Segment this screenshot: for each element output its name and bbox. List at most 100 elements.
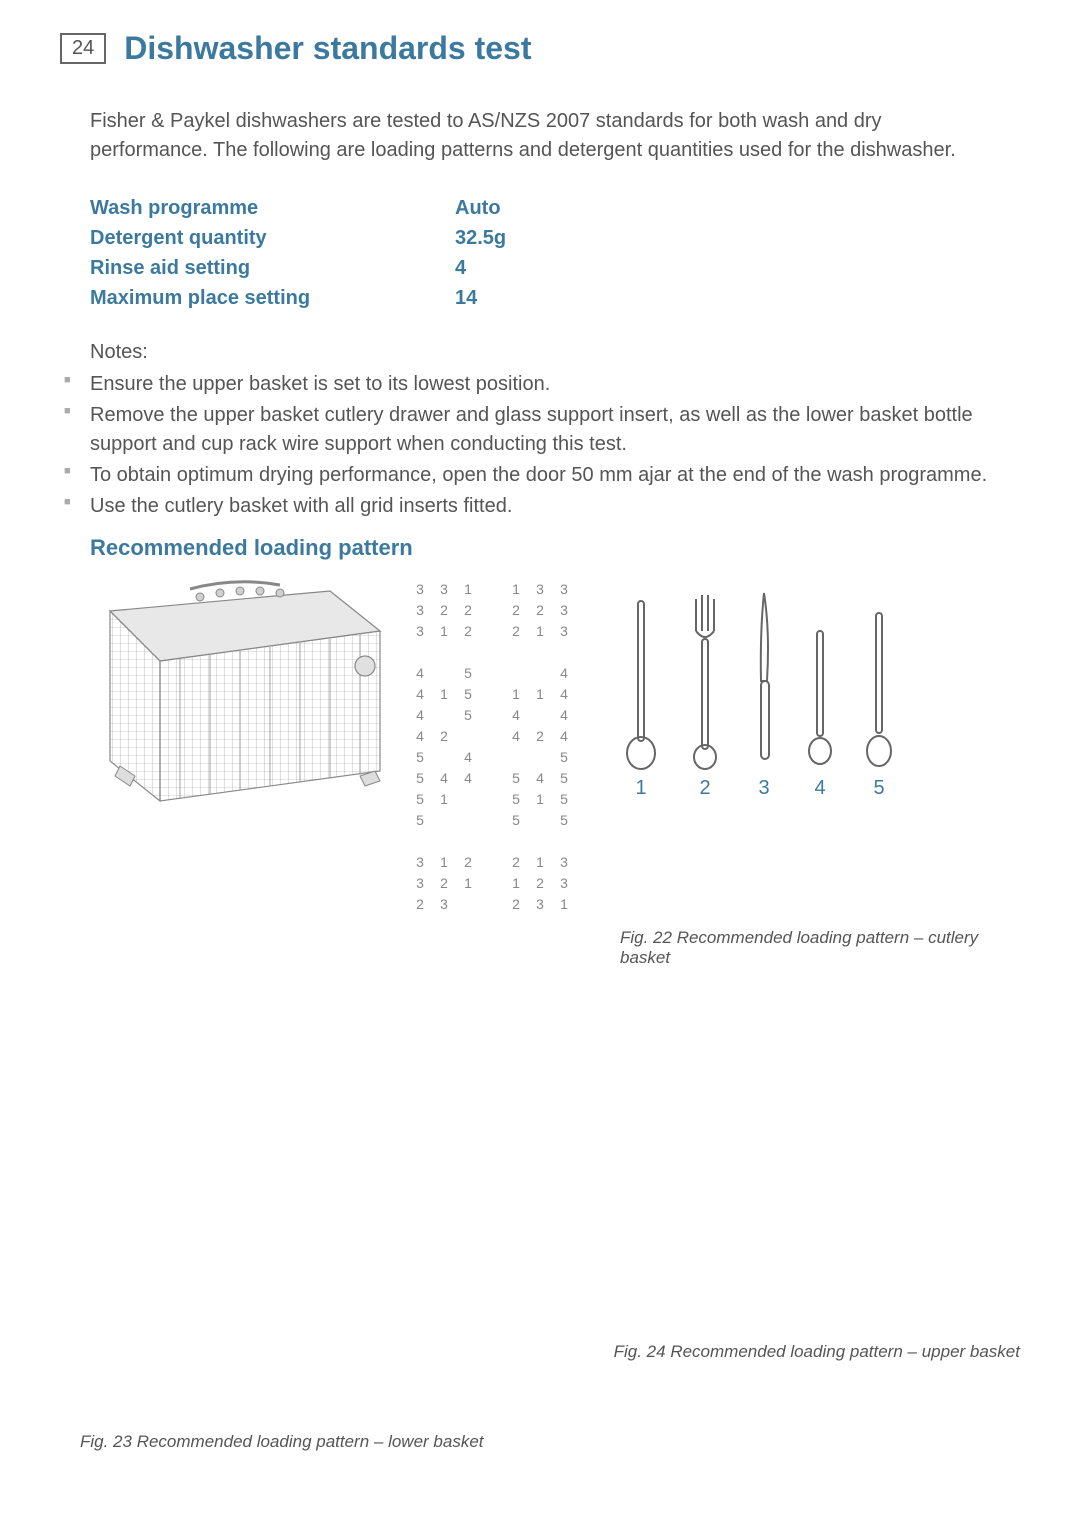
grid-cell: 4 — [512, 707, 520, 723]
grid-cell: 5 — [512, 812, 520, 828]
grid-cell: 3 — [416, 581, 424, 597]
grid-cell: 5 — [416, 749, 424, 765]
notes-list: Ensure the upper basket is set to its lo… — [60, 370, 1020, 521]
grid-cell: 3 — [560, 854, 568, 870]
cutlery-label: 3 — [758, 777, 769, 800]
setting-label: Wash programme — [90, 193, 455, 223]
grid-cell: 3 — [416, 623, 424, 639]
grid-cell: 2 — [512, 623, 520, 639]
setting-value: 4 — [455, 253, 466, 283]
grid-cell: 5 — [512, 770, 520, 786]
grid-cell: 1 — [440, 623, 448, 639]
loading-pattern-heading: Recommended loading pattern — [90, 535, 1020, 561]
grid-cell: 1 — [512, 686, 520, 702]
grid-cell: 1 — [464, 581, 472, 597]
grid-cell: 5 — [464, 707, 472, 723]
grid-cell: 5 — [560, 812, 568, 828]
note-item: To obtain optimum drying performance, op… — [60, 461, 1020, 490]
setting-value: 14 — [455, 283, 477, 313]
setting-label: Detergent quantity — [90, 223, 455, 253]
cutlery-teaspoon: 4 — [806, 621, 834, 800]
grid-cell: 5 — [416, 770, 424, 786]
fig22-caption: Fig. 22 Recommended loading pattern – cu… — [620, 928, 1020, 968]
cutlery-label: 4 — [814, 777, 825, 800]
cutlery-label: 1 — [635, 777, 646, 800]
grid-cell: 4 — [416, 707, 424, 723]
grid-cell: 2 — [512, 854, 520, 870]
cutlery-basket-illustration — [80, 571, 390, 821]
setting-value: 32.5g — [455, 223, 506, 253]
grid-cell: 1 — [536, 854, 544, 870]
grid-cell: 1 — [440, 686, 448, 702]
grid-cell: 3 — [560, 623, 568, 639]
intro-paragraph: Fisher & Paykel dishwashers are tested t… — [90, 107, 990, 165]
grid-cell: 2 — [536, 602, 544, 618]
grid-cell: 3 — [416, 854, 424, 870]
grid-cell: 3 — [536, 581, 544, 597]
grid-cell: 2 — [512, 896, 520, 912]
grid-cell: 4 — [560, 707, 568, 723]
fork-icon — [688, 581, 722, 771]
setting-row: Rinse aid setting 4 — [90, 253, 1020, 283]
grid-cell: 2 — [416, 896, 424, 912]
note-item: Remove the upper basket cutlery drawer a… — [60, 401, 1020, 459]
spoon-icon — [624, 581, 658, 771]
settings-table: Wash programme Auto Detergent quantity 3… — [90, 193, 1020, 313]
grid-cell: 4 — [464, 770, 472, 786]
page-header: 24 Dishwasher standards test — [60, 30, 1020, 67]
grid-cell: 3 — [560, 602, 568, 618]
notes-heading: Notes: — [90, 341, 1020, 364]
grid-cell: 4 — [416, 728, 424, 744]
cutlery-spoon: 1 — [624, 581, 658, 800]
setting-value: Auto — [455, 193, 501, 223]
cutlery-label: 5 — [873, 777, 884, 800]
grid-cell: 2 — [536, 875, 544, 891]
grid-cell: 4 — [416, 686, 424, 702]
grid-cell: 5 — [464, 665, 472, 681]
grid-cell: 3 — [416, 602, 424, 618]
grid-cell: 3 — [560, 581, 568, 597]
cutlery-label: 2 — [699, 777, 710, 800]
grid-cell: 4 — [464, 749, 472, 765]
grid-cell: 1 — [536, 791, 544, 807]
grid-cell: 5 — [560, 749, 568, 765]
grid-cell: 5 — [560, 770, 568, 786]
grid-cell: 2 — [440, 728, 448, 744]
grid-cell: 1 — [512, 581, 520, 597]
grid-cell: 4 — [512, 728, 520, 744]
setting-label: Maximum place setting — [90, 283, 455, 313]
note-item: Use the cutlery basket with all grid ins… — [60, 492, 1020, 521]
grid-cell: 3 — [440, 581, 448, 597]
grid-cell: 3 — [536, 896, 544, 912]
grid-cell: 1 — [536, 623, 544, 639]
grid-cell: 2 — [536, 728, 544, 744]
grid-cell: 5 — [464, 686, 472, 702]
cutlery-knife: 3 — [752, 581, 776, 800]
setting-row: Wash programme Auto — [90, 193, 1020, 223]
dessert-spoon-icon — [864, 601, 894, 771]
grid-cell: 2 — [464, 623, 472, 639]
grid-cell: 4 — [560, 728, 568, 744]
grid-cell: 1 — [536, 686, 544, 702]
grid-cell: 2 — [440, 602, 448, 618]
fig24-caption: Fig. 24 Recommended loading pattern – up… — [614, 1342, 1020, 1362]
grid-cell: 4 — [560, 686, 568, 702]
cutlery-legend: 1 2 3 — [624, 581, 894, 800]
teaspoon-icon — [806, 621, 834, 771]
grid-cell: 5 — [560, 791, 568, 807]
grid-cell: 4 — [536, 770, 544, 786]
grid-cell: 3 — [416, 875, 424, 891]
grid-cell: 5 — [512, 791, 520, 807]
grid-cell: 1 — [464, 875, 472, 891]
grid-cell: 5 — [416, 812, 424, 828]
grid-cell: 4 — [416, 665, 424, 681]
grid-cell: 1 — [512, 875, 520, 891]
fig23-caption: Fig. 23 Recommended loading pattern – lo… — [80, 1432, 484, 1452]
grid-cell: 2 — [464, 602, 472, 618]
grid-cell: 1 — [440, 854, 448, 870]
grid-cell: 3 — [440, 896, 448, 912]
grid-cell: 4 — [440, 770, 448, 786]
setting-row: Maximum place setting 14 — [90, 283, 1020, 313]
grid-cell: 1 — [560, 896, 568, 912]
cutlery-dessert-spoon: 5 — [864, 601, 894, 800]
